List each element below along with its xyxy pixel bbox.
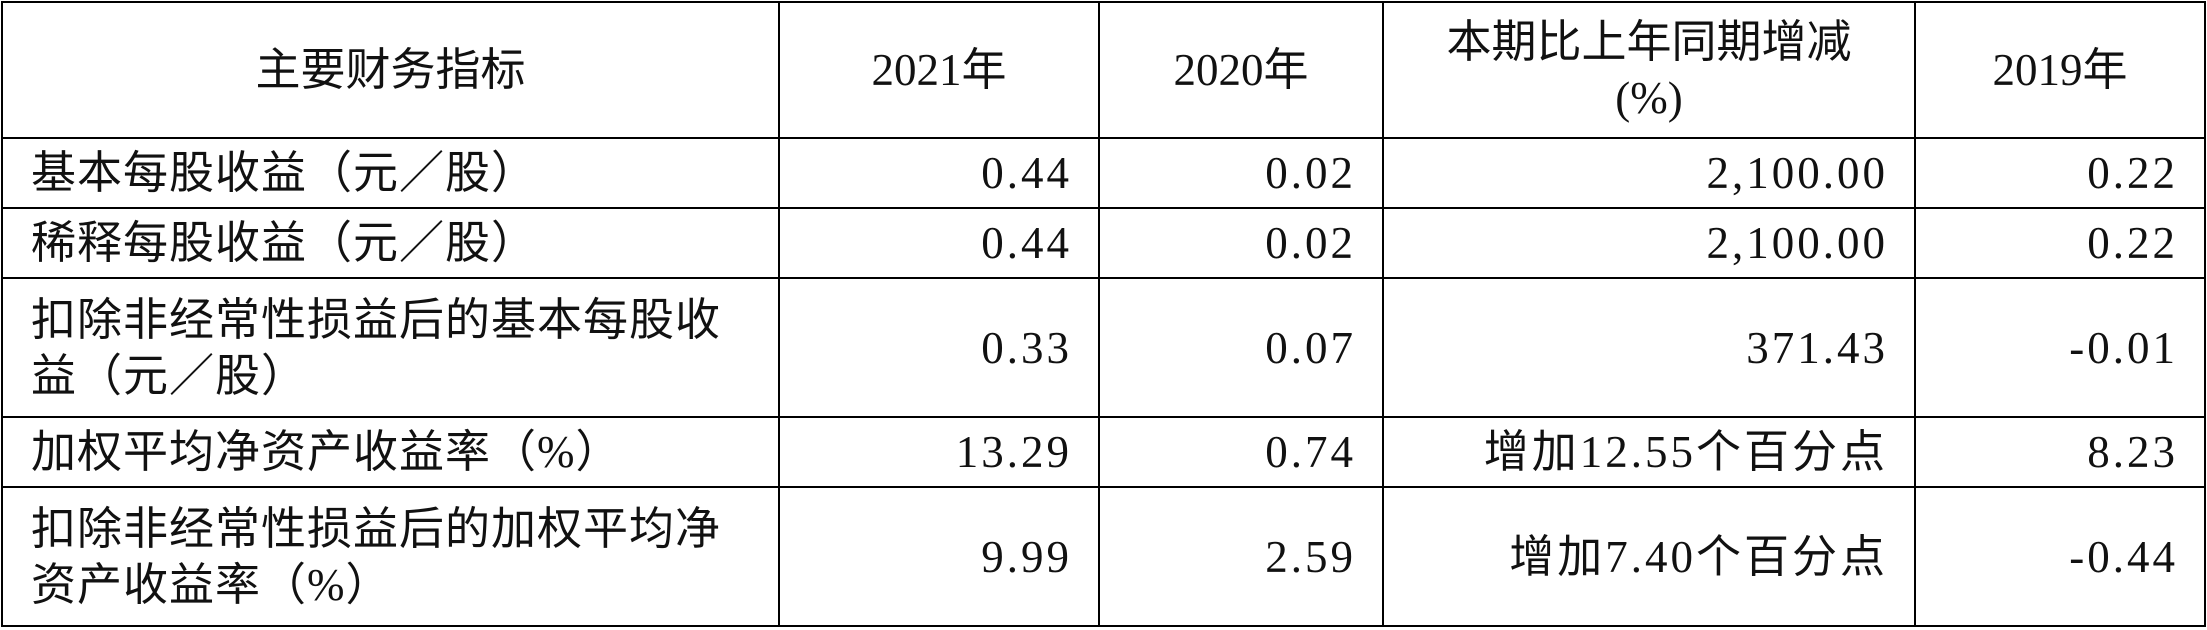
row-label: 稀释每股收益（元／股）: [1, 207, 780, 279]
value-cell: 0.02: [1098, 207, 1384, 279]
data-row: 扣除非经常性损益后的加权平均净资产收益率（%） 9.99 2.59 增加7.40个百分…: [1, 486, 2206, 627]
value-cell: 0.22: [1914, 207, 2206, 279]
row-label: 扣除非经常性损益后的加权平均净资产收益率（%）: [1, 486, 780, 627]
value-cell: 0.44: [778, 207, 1100, 279]
header-cell: 主要财务指标: [1, 1, 780, 139]
value-cell: 9.99: [778, 486, 1100, 627]
header-cell: 2021年: [778, 1, 1100, 139]
data-row: 基本每股收益（元／股） 0.44 0.02 2,100.00 0.22: [1, 137, 2206, 209]
value-cell: 0.07: [1098, 277, 1384, 418]
header-cell: 2019年: [1914, 1, 2206, 139]
value-cell: 2,100.00: [1382, 207, 1916, 279]
value-cell: 增加7.40个百分点: [1382, 486, 1916, 627]
data-row: 扣除非经常性损益后的基本每股收益（元／股） 0.33 0.07 371.43 -0.01: [1, 277, 2206, 418]
data-row: 稀释每股收益（元／股） 0.44 0.02 2,100.00 0.22: [1, 207, 2206, 279]
value-cell: 8.23: [1914, 416, 2206, 488]
header-row: 主要财务指标 2021年 2020年 本期比上年同期增减(%) 2019年: [1, 1, 2206, 139]
data-row: 加权平均净资产收益率（%） 13.29 0.74 增加12.55个百分点 8.23: [1, 416, 2206, 488]
row-label: 加权平均净资产收益率（%）: [1, 416, 780, 488]
row-label: 基本每股收益（元／股）: [1, 137, 780, 209]
row-label: 扣除非经常性损益后的基本每股收益（元／股）: [1, 277, 780, 418]
value-cell: 增加12.55个百分点: [1382, 416, 1916, 488]
header-cell: 2020年: [1098, 1, 1384, 139]
value-cell: 0.44: [778, 137, 1100, 209]
value-cell: 13.29: [778, 416, 1100, 488]
header-cell: 本期比上年同期增减(%): [1382, 1, 1916, 139]
value-cell: 2.59: [1098, 486, 1384, 627]
value-cell: 0.22: [1914, 137, 2206, 209]
value-cell: 0.74: [1098, 416, 1384, 488]
value-cell: 0.33: [778, 277, 1100, 418]
value-cell: 371.43: [1382, 277, 1916, 418]
value-cell: -0.01: [1914, 277, 2206, 418]
value-cell: 0.02: [1098, 137, 1384, 209]
value-cell: -0.44: [1914, 486, 2206, 627]
value-cell: 2,100.00: [1382, 137, 1916, 209]
